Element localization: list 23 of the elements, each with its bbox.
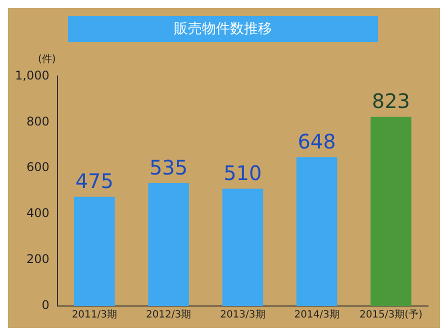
data-label: 535 (149, 155, 188, 180)
bar (222, 188, 264, 306)
y-tick-label: 200 (26, 252, 50, 266)
y-tick-label: 1,000 (14, 68, 50, 82)
data-label: 475 (75, 169, 114, 194)
bar (148, 183, 189, 306)
bar (74, 196, 115, 306)
x-tick-label: 2014/3期 (294, 308, 340, 321)
data-label: 823 (372, 89, 410, 114)
x-tick-label: 2015/3期(予) (359, 308, 423, 321)
y-tick-label: 400 (26, 206, 50, 220)
y-axis-title: (件) (38, 53, 56, 66)
chart-title: 販売物件数推移 (68, 16, 378, 42)
bar (370, 116, 412, 306)
data-label: 510 (224, 161, 262, 186)
data-label: 648 (298, 129, 336, 154)
y-tick-label: 0 (42, 298, 50, 312)
bar (296, 157, 338, 306)
y-tick-label: 600 (26, 160, 50, 174)
x-tick-label: 2013/3期 (220, 308, 266, 321)
x-tick-label: 2012/3期 (146, 308, 192, 321)
y-tick-label: 800 (26, 114, 50, 128)
x-tick-label: 2011/3期 (72, 308, 118, 321)
